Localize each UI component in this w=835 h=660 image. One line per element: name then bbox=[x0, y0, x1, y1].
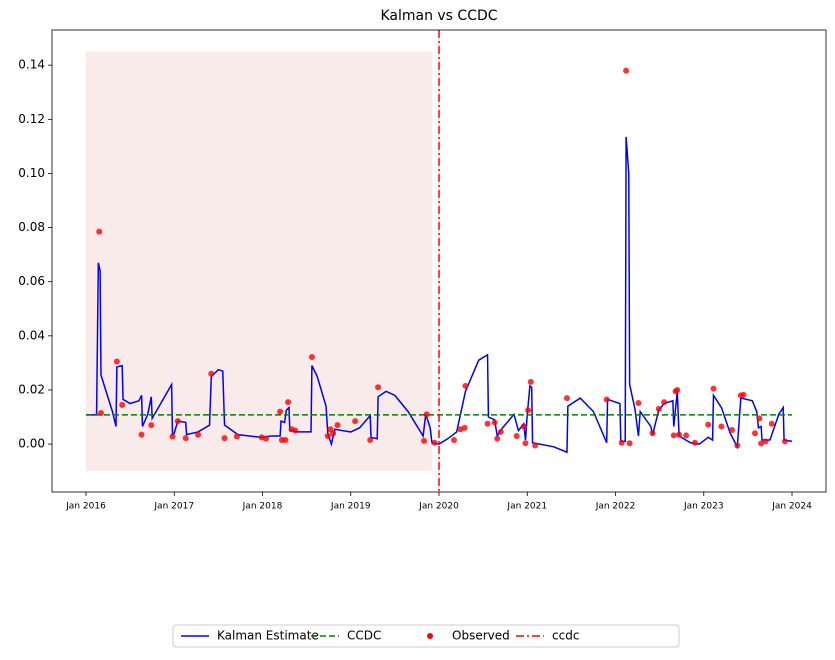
observed-point bbox=[705, 421, 712, 428]
x-tick-label: Jan 2024 bbox=[771, 502, 812, 512]
x-tick-label: Jan 2017 bbox=[153, 502, 194, 512]
observed-point bbox=[683, 432, 690, 439]
observed-point bbox=[282, 437, 289, 444]
observed-point bbox=[718, 423, 725, 430]
x-tick-label: Jan 2018 bbox=[242, 502, 283, 512]
observed-point bbox=[520, 423, 527, 430]
observed-point bbox=[182, 435, 189, 442]
observed-point bbox=[603, 396, 610, 403]
x-tick-label: Jan 2019 bbox=[330, 502, 371, 512]
observed-point bbox=[497, 428, 504, 435]
observed-point bbox=[97, 409, 104, 416]
observed-point bbox=[740, 391, 747, 398]
y-tick-label: 0.00 bbox=[18, 437, 45, 451]
observed-point bbox=[367, 437, 374, 444]
observed-point bbox=[691, 439, 698, 446]
observed-point bbox=[676, 431, 683, 438]
y-tick-label: 0.14 bbox=[18, 58, 45, 72]
observed-point bbox=[233, 433, 240, 440]
x-tick-label: Jan 2023 bbox=[683, 502, 724, 512]
observed-point bbox=[96, 228, 103, 235]
observed-point bbox=[491, 419, 498, 426]
observed-point bbox=[148, 422, 155, 429]
observed-point bbox=[618, 439, 625, 446]
observed-point bbox=[119, 401, 126, 408]
observed-point bbox=[525, 407, 532, 414]
observed-point bbox=[649, 430, 656, 437]
observed-point bbox=[635, 399, 642, 406]
observed-point bbox=[462, 382, 469, 389]
legend-label: Observed bbox=[452, 629, 510, 643]
observed-point bbox=[174, 418, 181, 425]
observed-point bbox=[420, 437, 427, 444]
observed-point bbox=[527, 378, 534, 385]
y-tick-label: 0.02 bbox=[18, 382, 45, 396]
observed-point bbox=[138, 431, 145, 438]
observed-point bbox=[277, 408, 284, 415]
legend-label: Kalman Estimate bbox=[217, 629, 319, 643]
x-tick-label: Jan 2021 bbox=[506, 502, 547, 512]
observed-point bbox=[423, 411, 430, 418]
observed-point bbox=[513, 432, 520, 439]
observed-point bbox=[623, 67, 630, 74]
plot-frame bbox=[51, 29, 827, 493]
observed-point bbox=[169, 433, 176, 440]
observed-point bbox=[626, 440, 633, 447]
observed-point bbox=[263, 435, 270, 442]
observed-point bbox=[563, 395, 570, 402]
observed-point bbox=[710, 385, 717, 392]
y-tick-label: 0.04 bbox=[18, 328, 45, 342]
observed-point bbox=[781, 438, 788, 445]
observed-point bbox=[674, 386, 681, 393]
legend-marker bbox=[427, 633, 433, 639]
observed-point bbox=[375, 384, 382, 391]
x-tick-label: Jan 2020 bbox=[418, 502, 459, 512]
observed-point bbox=[352, 418, 359, 425]
observed-point bbox=[762, 438, 769, 445]
observed-point bbox=[768, 420, 775, 427]
observed-point bbox=[655, 405, 662, 412]
observed-point bbox=[751, 430, 758, 437]
observed-point bbox=[292, 427, 299, 434]
observed-point bbox=[330, 430, 337, 437]
observed-point bbox=[494, 435, 501, 442]
observed-point bbox=[308, 353, 315, 360]
observed-point bbox=[670, 432, 677, 439]
observed-point bbox=[756, 415, 763, 422]
x-tick-label: Jan 2016 bbox=[65, 502, 106, 512]
observed-point bbox=[113, 358, 120, 365]
observed-point bbox=[334, 422, 341, 429]
observed-point bbox=[734, 442, 741, 449]
legend-label: CCDC bbox=[347, 629, 381, 643]
observed-point bbox=[221, 435, 228, 442]
observed-point bbox=[661, 399, 668, 406]
y-tick-label: 0.10 bbox=[18, 166, 45, 180]
y-tick-label: 0.08 bbox=[18, 220, 45, 234]
observed-point bbox=[451, 437, 458, 444]
observed-point bbox=[522, 440, 529, 447]
y-tick-label: 0.06 bbox=[18, 274, 45, 288]
observed-point bbox=[431, 439, 438, 446]
y-tick-label: 0.12 bbox=[18, 112, 45, 126]
legend-label: ccdc bbox=[552, 629, 579, 643]
shaded-region bbox=[85, 51, 432, 472]
observed-point bbox=[208, 370, 215, 377]
observed-point bbox=[195, 431, 202, 438]
legend-box bbox=[172, 624, 680, 648]
observed-point bbox=[532, 442, 539, 449]
observed-point bbox=[484, 420, 491, 427]
observed-point bbox=[461, 424, 468, 431]
observed-point bbox=[729, 427, 736, 434]
chart-title: Kalman vs CCDC bbox=[380, 8, 497, 24]
observed-point bbox=[285, 399, 292, 406]
observed-point bbox=[324, 432, 331, 439]
x-tick-label: Jan 2022 bbox=[595, 502, 636, 512]
